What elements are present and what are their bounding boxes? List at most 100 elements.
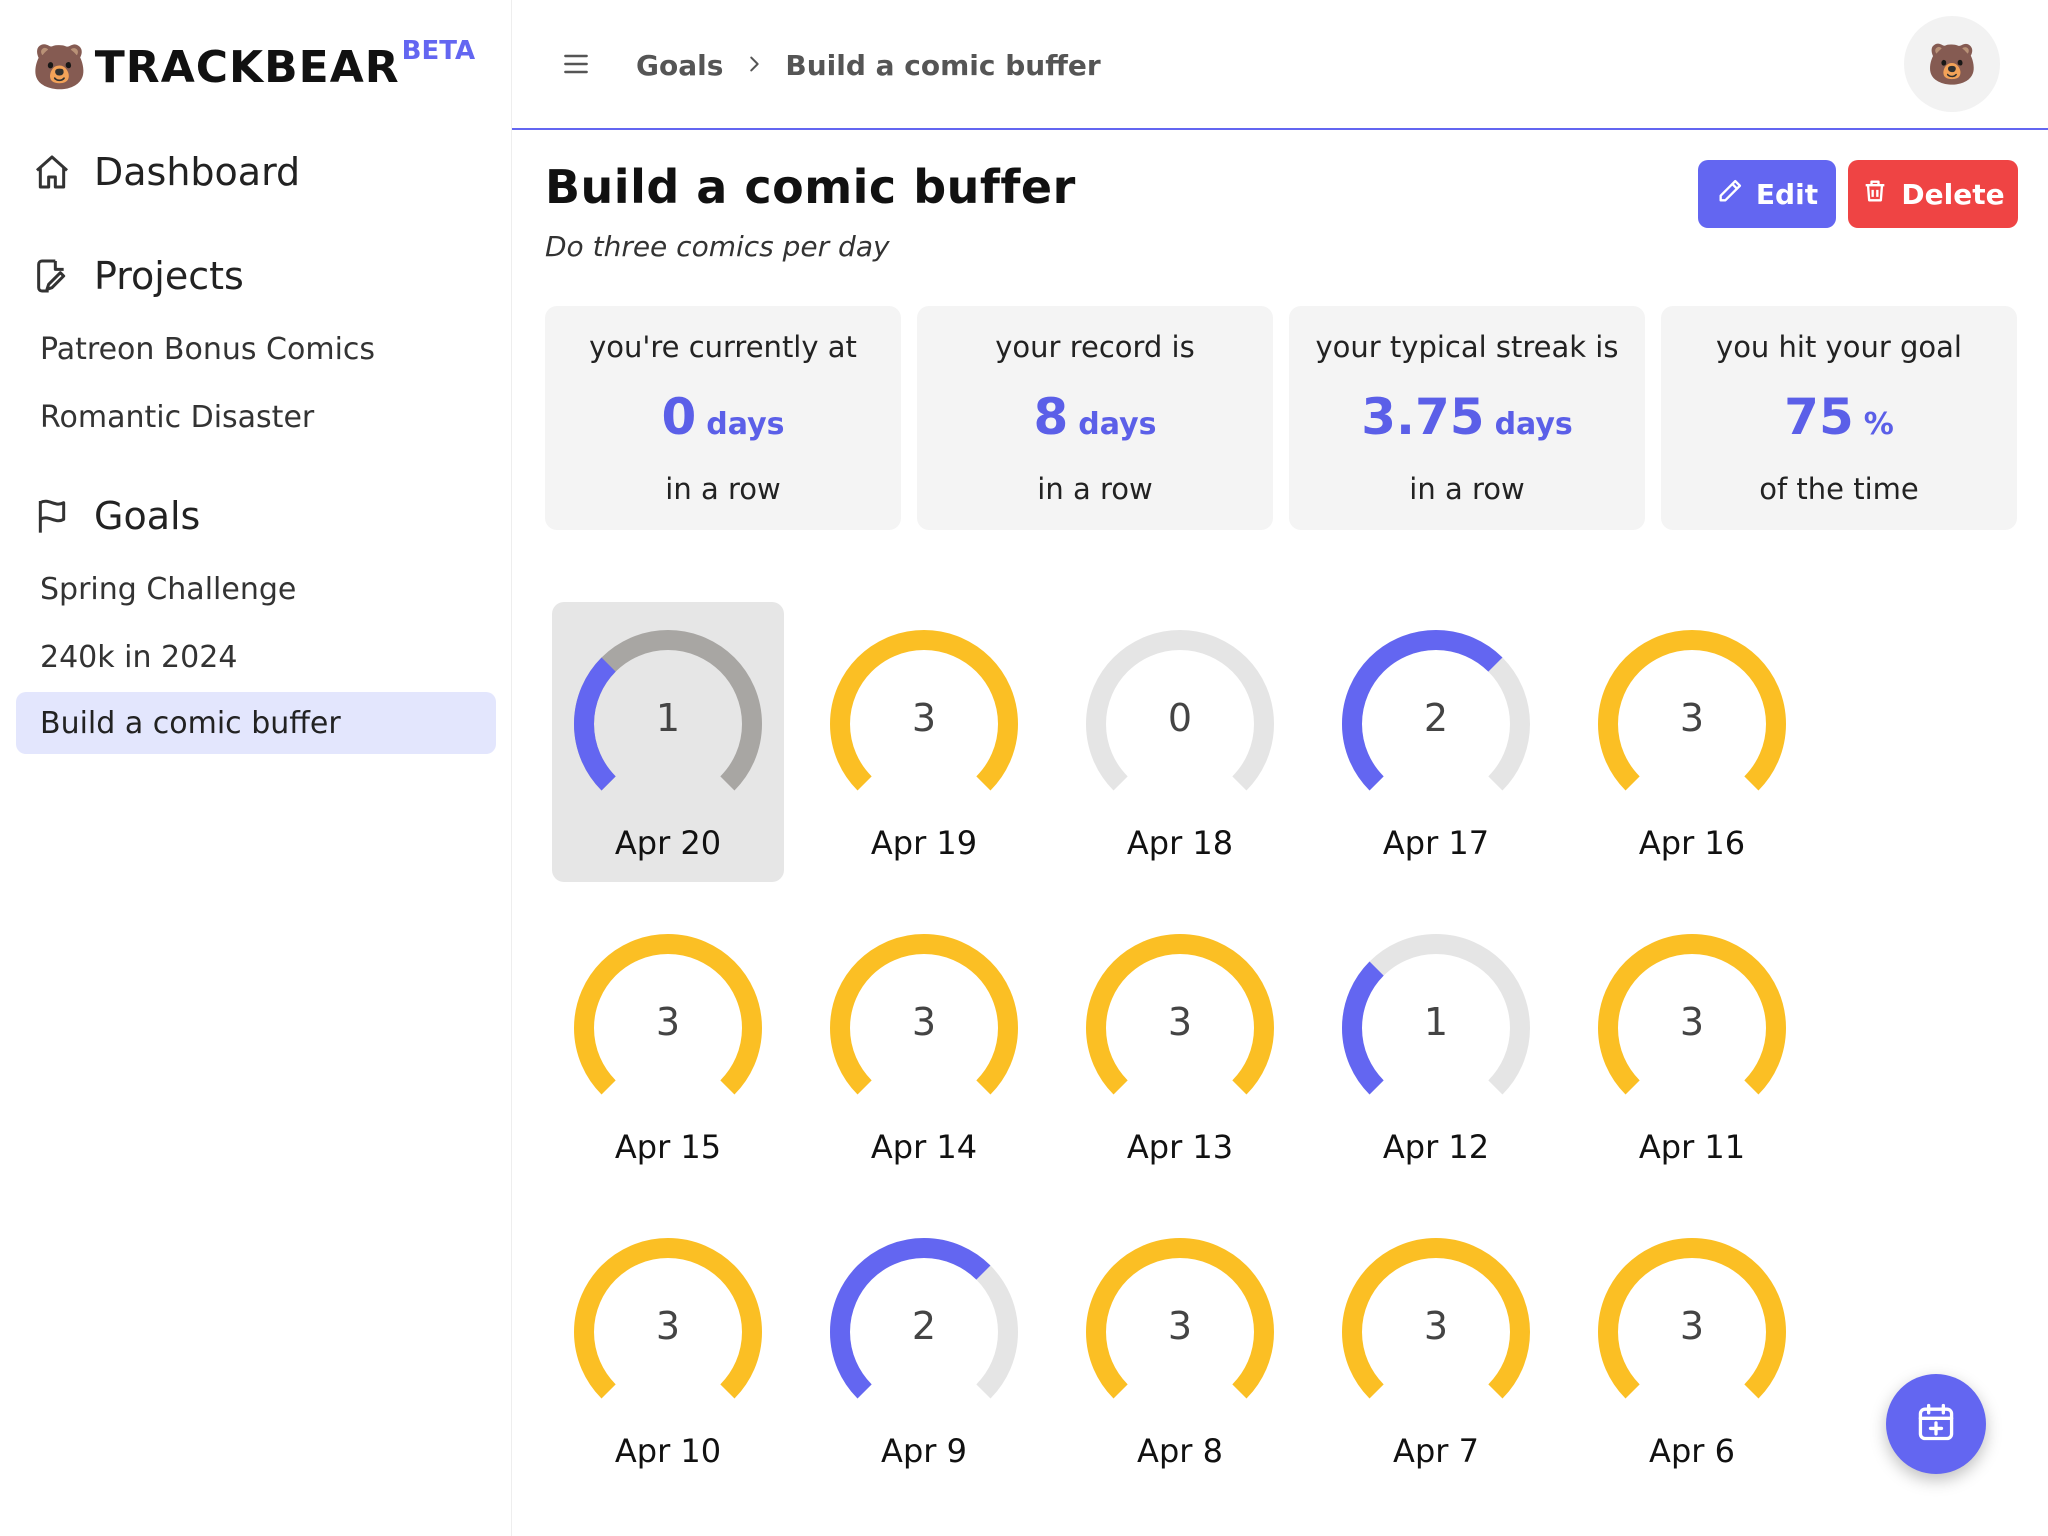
day-date: Apr 11 — [1638, 1128, 1746, 1166]
day-count: 3 — [1679, 696, 1705, 740]
day-date: Apr 14 — [870, 1128, 978, 1166]
stat-post: in a row — [1037, 472, 1153, 506]
stat-value: 75 — [1784, 388, 1854, 446]
day-count: 3 — [1167, 1000, 1193, 1044]
sidebar: 🐻 TRACKBEAR BETA Dashboard Projects Patr… — [0, 0, 512, 1536]
goal-description: Do three comics per day — [545, 230, 890, 263]
progress-gauge — [830, 1238, 1018, 1399]
calendar-plus-icon — [1914, 1400, 1958, 1448]
progress-gauge — [1342, 1238, 1530, 1399]
day-count: 3 — [1679, 1304, 1705, 1348]
day-gauge-card[interactable]: 3 Apr 13 — [1064, 906, 1296, 1186]
gauge-progress — [830, 1238, 991, 1399]
delete-button-label: Delete — [1901, 177, 2005, 211]
day-gauge-card[interactable]: 3 Apr 15 — [552, 906, 784, 1186]
sidebar-item-projects[interactable]: Projects — [30, 248, 244, 304]
day-date: Apr 7 — [1393, 1432, 1479, 1470]
day-date: Apr 9 — [881, 1432, 967, 1470]
brand-logo[interactable]: 🐻 TRACKBEAR BETA — [32, 36, 475, 96]
day-gauge-card[interactable]: 1 Apr 12 — [1320, 906, 1552, 1186]
gauge-track — [1086, 630, 1274, 791]
day-gauge-card[interactable]: 3 Apr 11 — [1576, 906, 1808, 1186]
sidebar-goal-240k-in-2024[interactable]: 240k in 2024 — [40, 639, 238, 675]
day-date: Apr 18 — [1126, 824, 1234, 862]
day-date: Apr 20 — [614, 824, 722, 862]
top-bar: Goals Build a comic buffer 🐻 — [512, 0, 2048, 130]
stat-unit: days — [1078, 407, 1157, 442]
day-gauge-card[interactable]: 3 Apr 6 — [1576, 1210, 1808, 1490]
add-entry-button[interactable] — [1886, 1374, 1986, 1474]
stat-goal-hit-rate: you hit your goal 75% of the time — [1661, 306, 2017, 530]
sidebar-item-dashboard[interactable]: Dashboard — [30, 144, 300, 200]
progress-gauge — [1598, 934, 1786, 1095]
day-count: 3 — [1423, 1304, 1449, 1348]
day-gauge-card[interactable]: 3 Apr 16 — [1576, 602, 1808, 882]
day-count: 1 — [655, 696, 681, 740]
gauge-progress — [1086, 934, 1274, 1095]
bear-logo-icon: 🐻 — [32, 42, 87, 93]
sidebar-item-goals[interactable]: Goals — [30, 488, 200, 544]
stat-value: 3.75 — [1361, 388, 1485, 446]
stat-current-streak: you're currently at 0 days in a row — [545, 306, 901, 530]
stat-record-streak: your record is 8 days in a row — [917, 306, 1273, 530]
progress-gauge — [830, 630, 1018, 791]
home-icon — [30, 150, 74, 194]
day-count: 3 — [1679, 1000, 1705, 1044]
day-date: Apr 10 — [614, 1432, 722, 1470]
pencil-doc-icon — [30, 254, 74, 298]
day-gauge-card[interactable]: 3 Apr 14 — [808, 906, 1040, 1186]
day-gauge-card[interactable]: 1 Apr 20 — [552, 602, 784, 882]
stat-post: in a row — [1409, 472, 1525, 506]
delete-button[interactable]: Delete — [1848, 160, 2018, 228]
day-gauge-card[interactable]: 2 Apr 17 — [1320, 602, 1552, 882]
day-date: Apr 12 — [1382, 1128, 1490, 1166]
stat-post: in a row — [665, 472, 781, 506]
day-count: 3 — [911, 1000, 937, 1044]
day-gauge-card[interactable]: 0 Apr 18 — [1064, 602, 1296, 882]
day-count: 3 — [655, 1304, 681, 1348]
edit-button[interactable]: Edit — [1698, 160, 1836, 228]
stat-unit: % — [1863, 407, 1894, 442]
day-gauge-card[interactable]: 3 Apr 8 — [1064, 1210, 1296, 1490]
sidebar-project-romantic-disaster[interactable]: Romantic Disaster — [40, 399, 315, 435]
sidebar-goal-build-a-comic-buffer[interactable]: Build a comic buffer — [16, 692, 496, 754]
progress-gauge — [830, 934, 1018, 1095]
breadcrumb-current: Build a comic buffer — [785, 48, 1101, 82]
hamburger-icon[interactable] — [560, 48, 592, 80]
trash-icon — [1861, 177, 1889, 212]
sidebar-project-patreon-bonus-comics[interactable]: Patreon Bonus Comics — [40, 331, 376, 367]
edit-button-label: Edit — [1755, 177, 1819, 211]
stat-pre: you hit your goal — [1716, 330, 1962, 364]
gauge-progress — [574, 1238, 762, 1399]
stat-pre: your typical streak is — [1315, 330, 1619, 364]
chevron-right-icon — [743, 49, 765, 82]
gauge-progress — [1342, 630, 1503, 791]
gauge-progress — [1598, 630, 1786, 791]
beta-badge: BETA — [401, 36, 476, 66]
breadcrumb-goals-link[interactable]: Goals — [636, 48, 724, 82]
gauge-progress — [1598, 1238, 1786, 1399]
brand-name: TRACKBEAR — [94, 42, 400, 93]
sidebar-item-label: Goals — [94, 494, 201, 538]
day-gauge-card[interactable]: 2 Apr 9 — [808, 1210, 1040, 1490]
progress-gauge — [574, 934, 762, 1095]
avatar[interactable]: 🐻 — [1904, 16, 2000, 112]
page-title: Build a comic buffer — [545, 160, 1076, 214]
progress-gauge — [574, 1238, 762, 1399]
progress-gauge — [1598, 630, 1786, 791]
stat-pre: your record is — [995, 330, 1195, 364]
stat-unit: days — [1494, 407, 1573, 442]
day-count: 2 — [911, 1304, 937, 1348]
day-gauge-card[interactable]: 3 Apr 7 — [1320, 1210, 1552, 1490]
progress-gauge — [1086, 934, 1274, 1095]
flag-icon — [30, 494, 74, 538]
gauge-progress — [1086, 1238, 1274, 1399]
sidebar-goal-spring-challenge[interactable]: Spring Challenge — [40, 571, 297, 607]
day-gauge-card[interactable]: 3 Apr 19 — [808, 602, 1040, 882]
day-count: 2 — [1423, 696, 1449, 740]
day-gauge-card[interactable]: 3 Apr 10 — [552, 1210, 784, 1490]
day-count: 0 — [1167, 696, 1193, 740]
progress-gauge — [1086, 1238, 1274, 1399]
stat-value: 8 — [1033, 388, 1069, 446]
breadcrumb: Goals Build a comic buffer — [636, 40, 1101, 90]
